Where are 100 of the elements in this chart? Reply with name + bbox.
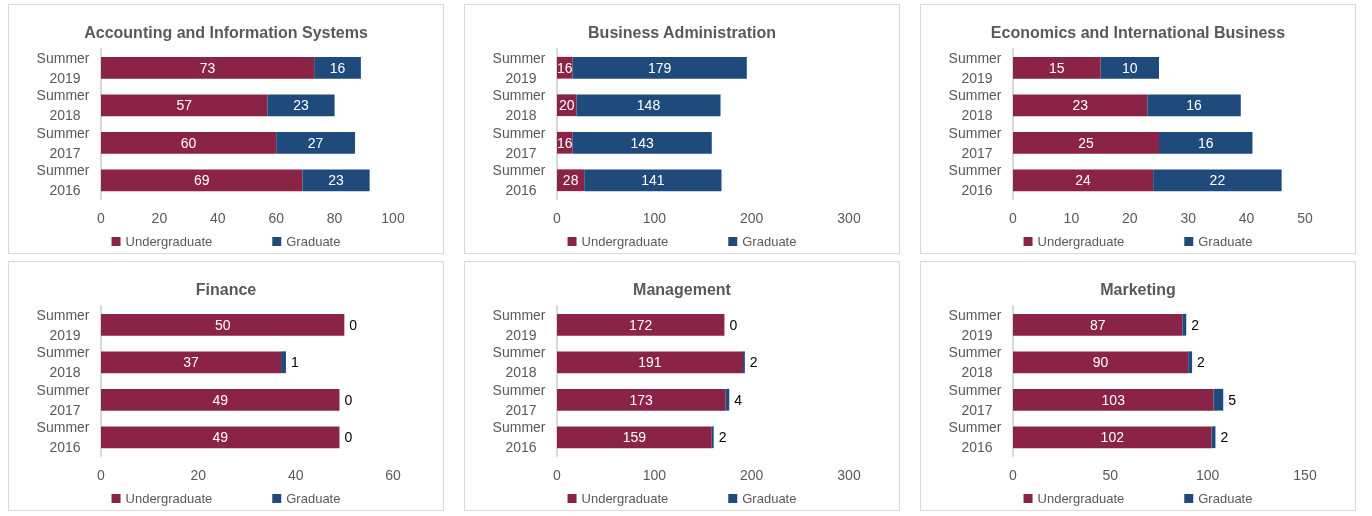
data-label: 50 xyxy=(214,316,231,333)
y-tick-label: Summer 2019 xyxy=(948,306,1006,343)
bar xyxy=(1188,351,1193,374)
data-label: 2 xyxy=(1197,354,1206,371)
x-tick-label: 200 xyxy=(739,210,764,226)
bar xyxy=(101,131,277,154)
data-label: 103 xyxy=(1101,391,1126,408)
data-label: 90 xyxy=(1092,354,1109,371)
chart-title: Business Administration xyxy=(588,23,776,41)
bar xyxy=(1013,388,1214,411)
data-label: 37 xyxy=(183,354,200,371)
bar xyxy=(557,351,743,374)
data-label: 57 xyxy=(176,97,193,114)
y-tick-label: Summer 2016 xyxy=(948,419,1006,456)
y-tick-label: Summer 2016 xyxy=(36,419,94,456)
x-tick-label: 0 xyxy=(553,467,562,483)
legend-label: Graduate xyxy=(286,491,341,506)
data-label: 179 xyxy=(648,59,672,76)
x-tick-label: 60 xyxy=(385,467,401,483)
data-label: 0 xyxy=(729,316,738,333)
bar xyxy=(1013,131,1159,154)
y-tick-label: Summer 2018 xyxy=(36,87,94,124)
data-label: 141 xyxy=(641,172,665,189)
legend-label: Graduate xyxy=(742,491,797,506)
bar xyxy=(557,313,725,336)
legend-label: Undergraduate xyxy=(1037,491,1125,506)
x-tick-label: 50 xyxy=(1297,210,1313,226)
data-label: 2 xyxy=(1220,429,1229,446)
data-label: 16 xyxy=(329,59,346,76)
bar xyxy=(1013,351,1189,374)
data-label: 25 xyxy=(1078,134,1094,151)
x-tick-label: 40 xyxy=(210,210,226,226)
x-tick-label: 10 xyxy=(1063,210,1080,226)
legend-label: Graduate xyxy=(286,234,341,249)
bar xyxy=(101,56,315,79)
data-label: 159 xyxy=(622,429,647,446)
bar xyxy=(584,169,722,192)
chart-title: Marketing xyxy=(1100,280,1176,298)
data-label: 2 xyxy=(1191,316,1200,333)
y-tick-label: Summer 2019 xyxy=(36,306,94,343)
bar xyxy=(1013,313,1183,336)
bar xyxy=(1147,94,1241,117)
x-tick-label: 100 xyxy=(1195,467,1220,483)
data-label: 23 xyxy=(328,172,345,189)
data-label: 16 xyxy=(557,134,573,151)
bar xyxy=(101,94,268,117)
bar xyxy=(1013,169,1154,192)
data-label: 16 xyxy=(1186,97,1203,114)
bar xyxy=(572,56,747,79)
y-tick-label: Summer 2019 xyxy=(492,49,550,86)
legend-label: Graduate xyxy=(1198,234,1253,249)
x-tick-label: 0 xyxy=(97,210,106,226)
data-label: 16 xyxy=(1197,134,1214,151)
chart-title: Economics and International Business xyxy=(990,23,1286,41)
data-label: 87 xyxy=(1089,316,1106,333)
bar xyxy=(557,426,712,449)
data-label: 69 xyxy=(193,172,210,189)
bar xyxy=(267,94,335,117)
data-label: 10 xyxy=(1122,59,1138,76)
data-label: 24 xyxy=(1075,172,1092,189)
y-tick-label: Summer 2016 xyxy=(948,162,1006,199)
data-label: 143 xyxy=(630,134,655,151)
legend-label: Undergraduate xyxy=(125,234,213,249)
data-label: 23 xyxy=(293,97,310,114)
bar xyxy=(281,351,286,374)
data-label: 2 xyxy=(718,429,727,446)
x-tick-label: 100 xyxy=(381,210,405,226)
bar xyxy=(1213,388,1224,411)
x-tick-label: 100 xyxy=(642,210,667,226)
data-label: 0 xyxy=(344,429,353,446)
y-tick-label: Summer 2016 xyxy=(492,162,550,199)
y-tick-label: Summer 2019 xyxy=(492,306,550,343)
data-label: 2 xyxy=(749,354,758,371)
data-label: 172 xyxy=(629,316,653,333)
bar xyxy=(557,388,726,411)
y-tick-label: Summer 2017 xyxy=(948,124,1006,161)
data-label: 49 xyxy=(212,429,229,446)
data-label: 4 xyxy=(734,391,743,408)
data-label: 0 xyxy=(349,316,358,333)
y-tick-label: Summer 2018 xyxy=(948,87,1006,124)
bar xyxy=(276,131,356,154)
data-label: 60 xyxy=(180,134,197,151)
y-tick-label: Summer 2018 xyxy=(948,344,1006,381)
x-tick-label: 150 xyxy=(1293,467,1317,483)
bar xyxy=(302,169,370,192)
data-label: 16 xyxy=(557,59,573,76)
bar xyxy=(101,388,340,411)
bar xyxy=(1013,56,1101,79)
bar xyxy=(1013,426,1212,449)
x-tick-label: 0 xyxy=(553,210,562,226)
bar xyxy=(1153,169,1282,192)
bar xyxy=(314,56,361,79)
y-tick-label: Summer 2017 xyxy=(948,381,1006,418)
chart-title: Finance xyxy=(195,280,257,298)
y-tick-label: Summer 2018 xyxy=(492,87,550,124)
x-tick-label: 30 xyxy=(1180,210,1197,226)
bar xyxy=(576,94,721,117)
bar xyxy=(1013,94,1148,117)
bar xyxy=(101,169,303,192)
y-tick-label: Summer 2017 xyxy=(492,381,550,418)
